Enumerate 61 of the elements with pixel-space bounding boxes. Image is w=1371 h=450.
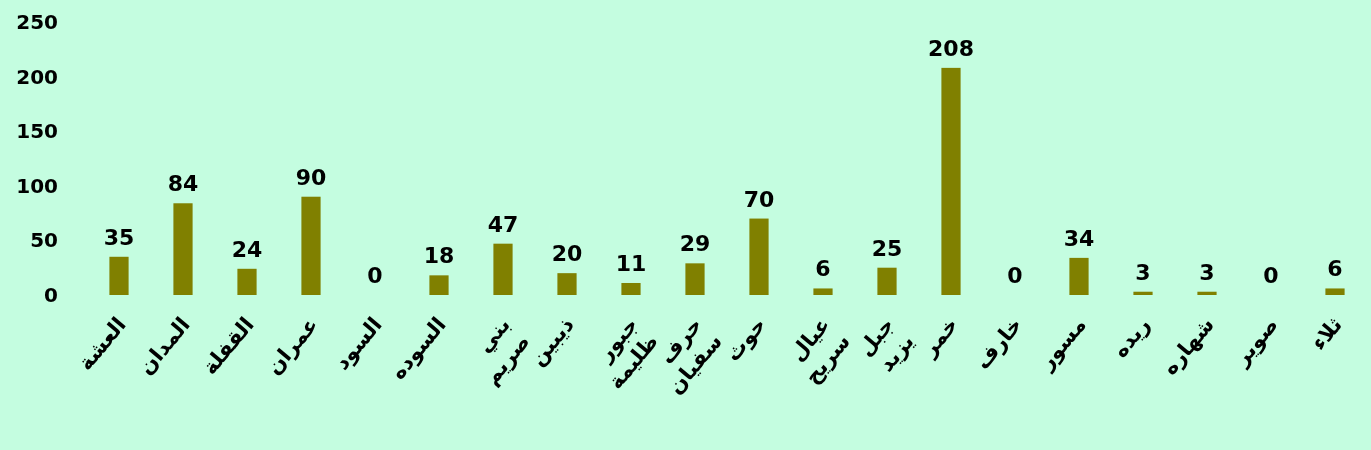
data-label: 34 (1063, 225, 1095, 251)
data-label: 35 (103, 224, 135, 250)
x-tick-label: حوث (720, 312, 771, 367)
data-label: 18 (423, 243, 455, 269)
data-label: 24 (231, 236, 263, 262)
bar (557, 273, 577, 295)
bar (237, 268, 257, 295)
x-tick-label: العشة (73, 312, 131, 375)
bar (1069, 257, 1089, 295)
y-tick-label: 200 (16, 64, 58, 89)
x-tick-label: خارف (970, 312, 1027, 374)
y-tick-label: 150 (16, 119, 58, 144)
x-tick-label: شهاره (1157, 312, 1219, 380)
data-label: 0 (1263, 263, 1279, 288)
y-tick-label: 50 (30, 228, 58, 253)
x-tick-label: عيال سريح (784, 312, 855, 389)
bar (429, 275, 449, 295)
bar (621, 282, 641, 295)
data-label: 70 (743, 186, 775, 212)
y-tick-label: 0 (44, 283, 58, 307)
data-label: 29 (679, 231, 711, 257)
bar (1325, 288, 1345, 295)
data-label: 0 (1007, 263, 1023, 288)
x-tick-label: صوير (1228, 312, 1283, 371)
bar (1197, 291, 1217, 295)
x-tick-label: ريده (1107, 312, 1155, 363)
data-label: 6 (1327, 256, 1343, 282)
x-tick-label: القفلة (197, 312, 259, 380)
x-tick-label: ثلاء (1306, 312, 1347, 355)
bar (109, 256, 129, 295)
data-label: 47 (487, 211, 519, 237)
x-tick-label: خمر (916, 312, 963, 362)
bar (173, 203, 193, 295)
data-label: 20 (551, 241, 583, 267)
x-tick-label: عمران (261, 312, 323, 380)
x-tick-label: بني صريم (472, 312, 535, 390)
x-tick-label: جبل يزيد (853, 312, 919, 377)
x-tick-label: السود (329, 312, 387, 375)
x-tick-label: المدان (133, 312, 195, 380)
x-tick-label: السوده (385, 312, 451, 384)
x-tick-label: مسور (1033, 312, 1091, 375)
y-tick-label: 100 (16, 173, 58, 198)
bar (301, 196, 321, 295)
bar (877, 267, 897, 295)
y-tick-label: 250 (16, 10, 58, 34)
bar (941, 67, 961, 295)
data-label: 0 (367, 263, 383, 288)
x-tick-label: جبور ظليمة (592, 312, 663, 394)
bar (685, 263, 705, 295)
data-label: 208 (928, 35, 974, 61)
data-label: 84 (167, 171, 199, 197)
data-label: 3 (1199, 259, 1215, 285)
data-label: 11 (615, 250, 647, 276)
data-label: 25 (871, 235, 903, 261)
bar (813, 288, 833, 295)
data-label: 3 (1135, 259, 1151, 285)
data-label: 90 (295, 164, 327, 190)
bar (493, 243, 513, 295)
data-label: 6 (815, 256, 831, 282)
bar (1133, 291, 1153, 295)
bar (749, 218, 769, 295)
